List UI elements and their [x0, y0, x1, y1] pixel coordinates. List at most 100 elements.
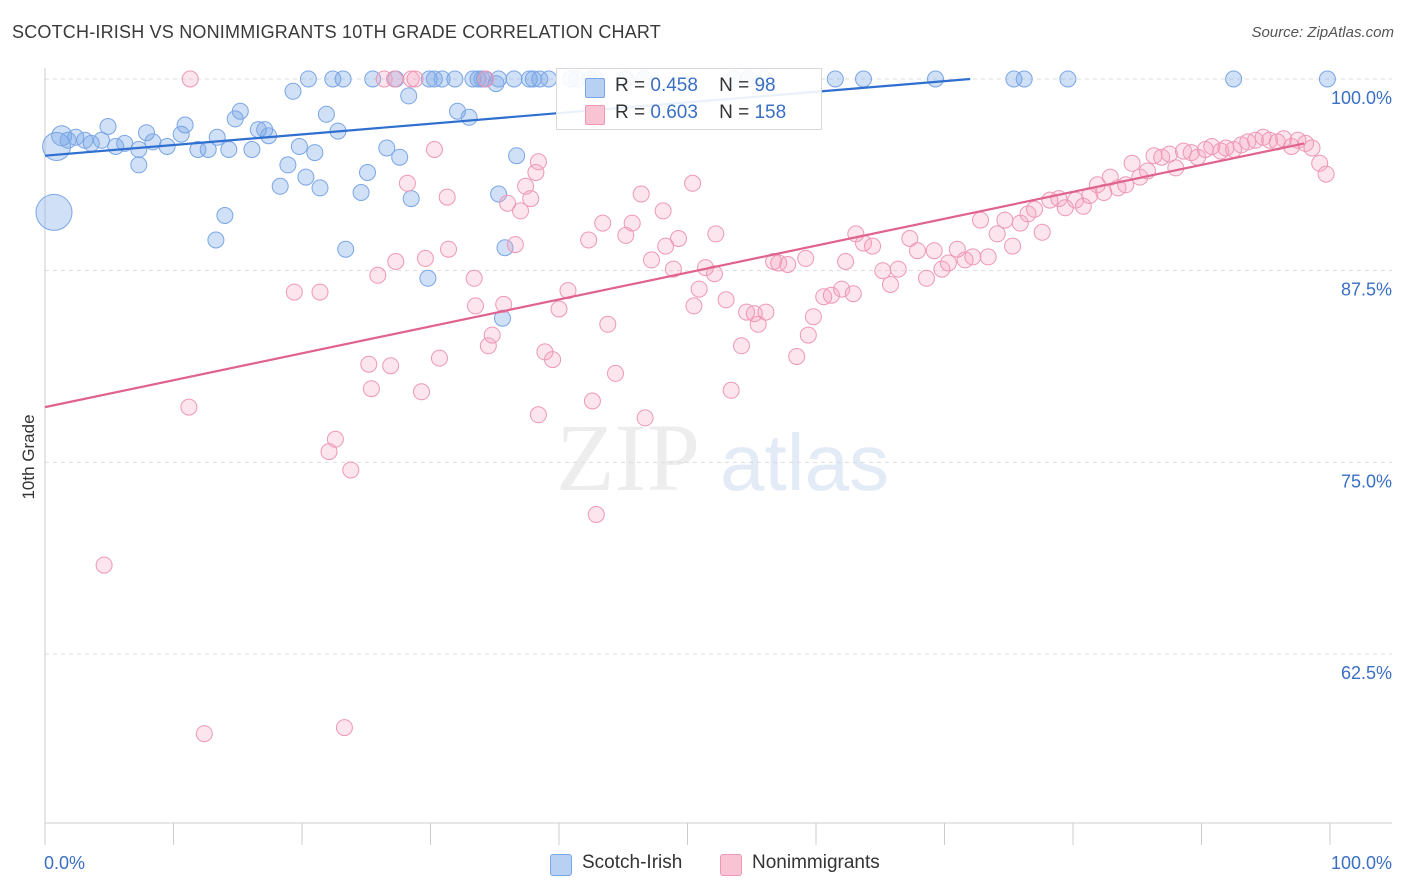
- data-point: [979, 248, 997, 266]
- correlation-legend: R = 0.458 N = 98 R = 0.603 N = 158: [556, 68, 822, 130]
- data-point: [311, 283, 329, 301]
- data-point: [176, 116, 194, 134]
- data-point: [398, 174, 416, 192]
- data-point: [527, 164, 545, 181]
- data-point: [623, 214, 641, 232]
- data-point: [195, 725, 213, 743]
- data-point: [378, 139, 396, 157]
- data-point: [707, 225, 725, 243]
- legend-n-value: 98: [754, 75, 776, 96]
- data-point: [925, 242, 943, 260]
- data-point: [1317, 165, 1335, 183]
- legend-label-nonimmigrants: Nonimmigrants: [752, 852, 880, 873]
- data-point: [116, 134, 134, 152]
- data-point: [520, 70, 538, 88]
- data-point: [594, 214, 612, 232]
- data-point: [479, 337, 497, 355]
- data-point: [290, 138, 308, 155]
- data-point: [433, 70, 451, 88]
- data-point: [400, 87, 418, 105]
- data-point: [420, 70, 438, 88]
- data-point: [299, 70, 317, 88]
- data-point: [882, 276, 899, 293]
- series-nonimmigrants: [95, 70, 1335, 743]
- data-point: [799, 326, 817, 344]
- data-point: [391, 148, 409, 166]
- watermark-atlas: atlas: [720, 418, 889, 507]
- data-point: [1074, 197, 1092, 215]
- data-point: [231, 102, 249, 120]
- data-point: [529, 406, 547, 424]
- legend-swatch-blue: [550, 854, 572, 876]
- data-point: [326, 430, 344, 448]
- data-point: [180, 398, 198, 416]
- data-point: [334, 70, 352, 88]
- source-label: Source: ZipAtlas.com: [1251, 24, 1394, 41]
- data-point: [749, 315, 767, 333]
- legend-n-value: 158: [754, 102, 787, 123]
- data-point: [685, 297, 703, 315]
- data-point: [1005, 70, 1023, 88]
- data-point: [438, 188, 456, 206]
- data-point: [35, 193, 73, 231]
- data-point: [788, 348, 806, 365]
- data-point: [297, 168, 315, 186]
- data-point: [138, 124, 155, 142]
- data-point: [529, 153, 547, 171]
- data-point: [927, 70, 944, 88]
- y-tick-label: 62.5%: [1341, 663, 1392, 683]
- data-point: [352, 184, 370, 201]
- data-point: [580, 231, 598, 249]
- data-point: [337, 240, 355, 258]
- watermark-zip: ZIP: [556, 404, 700, 511]
- data-point: [670, 230, 687, 247]
- data-point: [837, 253, 855, 270]
- legend-label-scotch-irish: Scotch-Irish: [582, 852, 683, 873]
- data-point: [446, 70, 464, 88]
- data-point: [1004, 237, 1022, 255]
- data-point: [797, 249, 815, 267]
- data-point: [1026, 200, 1043, 218]
- data-point: [599, 315, 617, 333]
- watermark: ZIP atlas: [556, 404, 889, 511]
- data-point: [93, 131, 110, 149]
- data-point: [382, 357, 400, 375]
- data-point: [524, 70, 542, 88]
- data-point: [216, 207, 234, 224]
- data-point: [490, 185, 508, 203]
- data-point: [413, 383, 430, 401]
- data-point: [496, 239, 514, 257]
- trend-line: [44, 142, 1305, 409]
- data-point: [706, 265, 723, 283]
- data-point: [1167, 159, 1185, 177]
- data-point: [804, 308, 822, 326]
- data-point: [335, 719, 353, 737]
- data-point: [855, 70, 872, 88]
- data-point: [425, 141, 443, 158]
- data-point: [402, 70, 420, 88]
- data-point: [483, 326, 501, 344]
- legend-swatch-pink: [720, 854, 742, 876]
- data-point: [342, 461, 360, 479]
- tick-labels: 100.0% 87.5% 75.0% 62.5% 0.0% 100.0%: [44, 88, 1392, 873]
- data-point: [495, 295, 513, 313]
- data-point: [544, 351, 562, 369]
- legend-r-label: R =: [615, 102, 646, 123]
- data-point: [465, 269, 483, 287]
- data-point: [306, 144, 324, 162]
- legend-r-value: 0.458: [650, 75, 698, 96]
- data-point: [419, 269, 437, 287]
- data-point: [550, 300, 568, 318]
- y-axis-label: 10th Grade: [19, 414, 38, 499]
- data-point: [279, 156, 297, 174]
- data-point: [889, 260, 907, 278]
- data-point: [657, 237, 675, 255]
- legend-r-value: 0.603: [650, 102, 698, 123]
- data-point: [402, 190, 420, 208]
- y-tick-label: 75.0%: [1341, 471, 1392, 491]
- legend-r-label: R =: [615, 75, 646, 96]
- legend-swatch-blue: [585, 78, 605, 98]
- data-point: [499, 194, 517, 212]
- data-point: [654, 202, 672, 220]
- data-point: [1160, 145, 1178, 163]
